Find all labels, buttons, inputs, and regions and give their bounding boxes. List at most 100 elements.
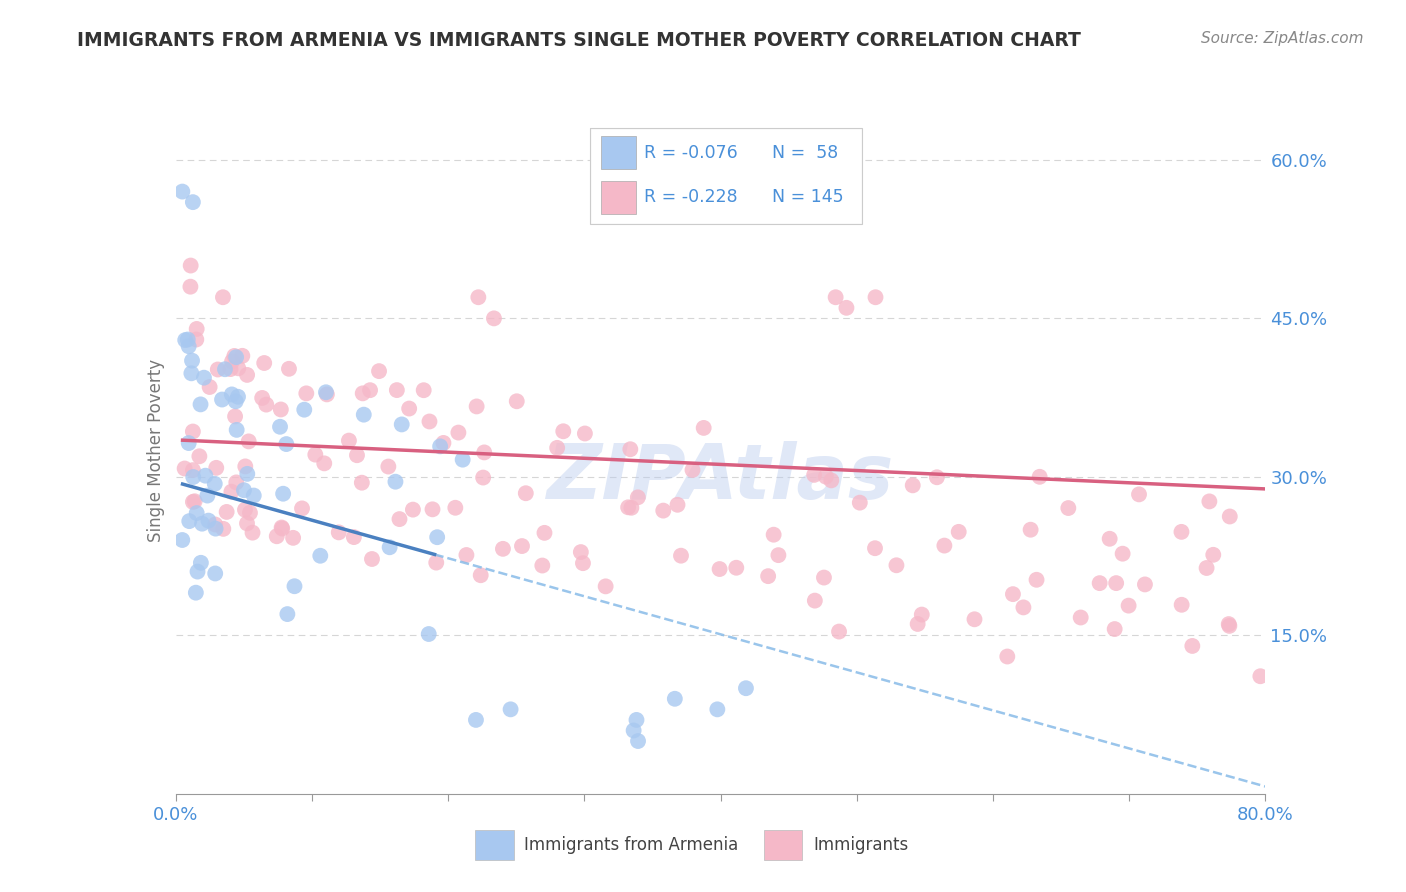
Point bbox=[418, 627, 440, 641]
Point bbox=[546, 441, 568, 455]
Point bbox=[221, 354, 243, 368]
Point bbox=[886, 558, 908, 573]
Point bbox=[768, 548, 790, 562]
Point bbox=[391, 417, 413, 432]
Point bbox=[533, 525, 555, 540]
Point bbox=[205, 460, 228, 475]
Point bbox=[418, 415, 440, 429]
Y-axis label: Single Mother Poverty: Single Mother Poverty bbox=[146, 359, 165, 542]
Point bbox=[492, 541, 515, 556]
Point bbox=[814, 469, 837, 483]
Point bbox=[353, 408, 375, 422]
Point bbox=[820, 474, 842, 488]
Point bbox=[179, 514, 201, 528]
Point bbox=[172, 185, 194, 199]
Point bbox=[595, 579, 617, 593]
Point bbox=[378, 541, 401, 555]
Point bbox=[756, 569, 779, 583]
Point bbox=[204, 476, 226, 491]
Bar bbox=[600, 136, 636, 169]
Point bbox=[204, 517, 226, 532]
Point bbox=[270, 402, 292, 417]
Text: ZIPAtlas: ZIPAtlas bbox=[547, 441, 894, 515]
Text: Immigrants from Armenia: Immigrants from Armenia bbox=[524, 836, 738, 855]
Point bbox=[250, 391, 273, 405]
Point bbox=[398, 401, 420, 416]
Text: R = -0.076: R = -0.076 bbox=[644, 144, 738, 161]
Point bbox=[1249, 669, 1271, 683]
Point bbox=[254, 398, 277, 412]
Point bbox=[447, 425, 470, 440]
Point bbox=[181, 470, 204, 484]
Point bbox=[236, 368, 259, 382]
Point bbox=[295, 386, 318, 401]
Point bbox=[269, 419, 291, 434]
Point bbox=[177, 339, 200, 353]
Point bbox=[233, 483, 256, 498]
Point bbox=[1019, 523, 1042, 537]
Point bbox=[669, 549, 692, 563]
Point bbox=[226, 390, 249, 404]
Point bbox=[186, 322, 208, 336]
Point bbox=[948, 524, 970, 539]
Point bbox=[1170, 598, 1192, 612]
Point bbox=[242, 525, 264, 540]
Point bbox=[664, 691, 686, 706]
Point bbox=[276, 607, 298, 621]
Text: N = 145: N = 145 bbox=[772, 188, 844, 206]
Point bbox=[207, 362, 229, 376]
Point bbox=[444, 500, 467, 515]
Point bbox=[271, 522, 294, 536]
Point bbox=[197, 514, 219, 528]
Point bbox=[236, 467, 259, 481]
Point bbox=[219, 362, 242, 376]
Point bbox=[190, 556, 212, 570]
Point bbox=[402, 502, 425, 516]
Point bbox=[291, 501, 314, 516]
Point bbox=[309, 549, 332, 563]
Point bbox=[422, 502, 444, 516]
Point bbox=[173, 461, 195, 475]
Point bbox=[352, 386, 374, 401]
Point bbox=[1195, 561, 1218, 575]
Point bbox=[963, 612, 986, 626]
Point bbox=[620, 500, 643, 515]
Point bbox=[1202, 548, 1225, 562]
Point bbox=[174, 333, 197, 347]
Point bbox=[315, 387, 337, 401]
Point bbox=[412, 383, 434, 397]
Point bbox=[236, 516, 259, 531]
Point bbox=[346, 448, 368, 462]
Point bbox=[224, 409, 246, 424]
Point bbox=[177, 333, 200, 347]
Point bbox=[233, 459, 256, 474]
Point bbox=[204, 522, 226, 536]
Point bbox=[465, 400, 488, 414]
Point bbox=[181, 353, 204, 368]
Point bbox=[617, 500, 640, 515]
Point bbox=[361, 552, 384, 566]
Point bbox=[278, 361, 301, 376]
Point bbox=[191, 516, 214, 531]
Point bbox=[193, 370, 215, 384]
Point bbox=[1104, 622, 1126, 636]
Point bbox=[242, 489, 264, 503]
Point bbox=[253, 356, 276, 370]
Point bbox=[553, 424, 575, 438]
Point bbox=[429, 439, 451, 453]
Point bbox=[233, 502, 256, 516]
Point bbox=[350, 475, 373, 490]
Point bbox=[828, 624, 851, 639]
Point bbox=[472, 470, 495, 484]
Point bbox=[328, 525, 350, 540]
Point bbox=[1088, 576, 1111, 591]
Point bbox=[1012, 600, 1035, 615]
Point bbox=[574, 426, 596, 441]
Point bbox=[359, 383, 381, 397]
Point bbox=[465, 713, 488, 727]
Point bbox=[179, 279, 201, 293]
Point bbox=[314, 456, 336, 470]
Point bbox=[1098, 532, 1121, 546]
Point bbox=[197, 489, 219, 503]
Point bbox=[315, 385, 337, 400]
